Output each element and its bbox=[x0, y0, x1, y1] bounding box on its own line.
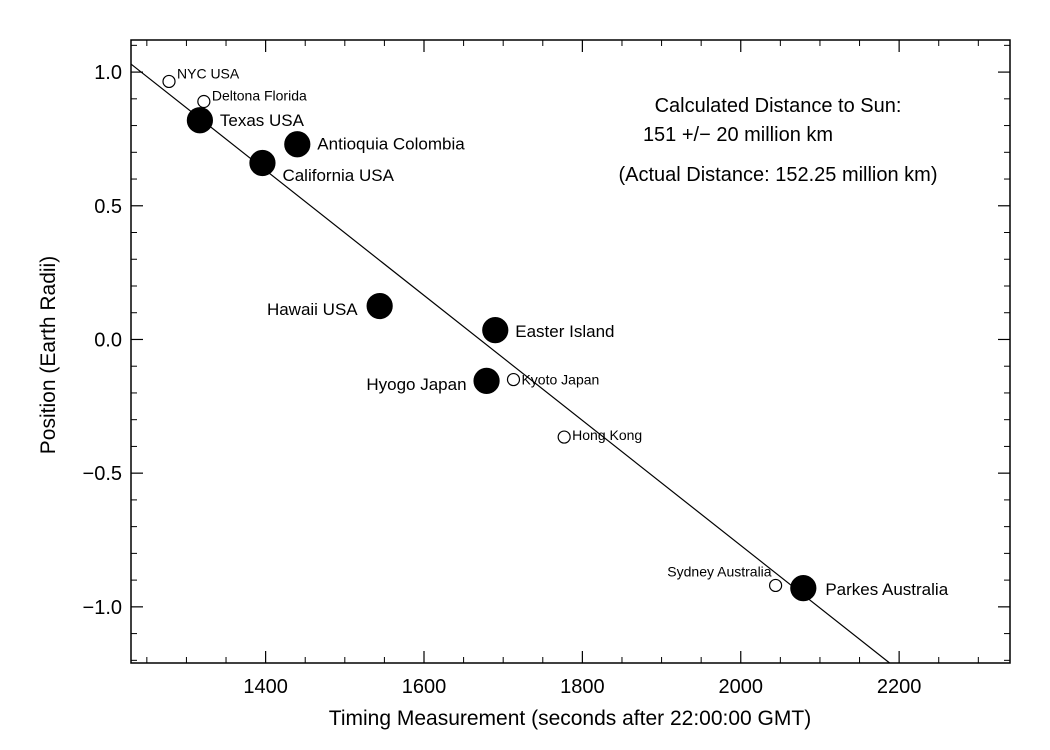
point-label: Hong Kong bbox=[572, 427, 642, 443]
point-label: Hyogo Japan bbox=[366, 375, 466, 394]
open-point bbox=[162, 74, 176, 89]
point-labels: NYC USA Deltona Florida Texas USA Antioquia… bbox=[177, 65, 949, 599]
y-tick-label: −1.0 bbox=[83, 597, 122, 619]
annotation-actual: (Actual Distance: 152.25 million km) bbox=[618, 164, 937, 186]
filled-point bbox=[790, 575, 817, 602]
filled-point bbox=[186, 107, 213, 134]
open-point bbox=[197, 94, 211, 109]
x-tick-label: 2000 bbox=[719, 676, 764, 698]
y-tick-label: 0.5 bbox=[94, 196, 122, 218]
annotation-title: Calculated Distance to Sun: bbox=[655, 95, 902, 117]
point-label: Antioquia Colombia bbox=[317, 134, 465, 153]
point-label: Easter Island bbox=[515, 322, 614, 341]
point-label: Parkes Australia bbox=[825, 580, 948, 599]
point-label: Hawaii USA bbox=[267, 300, 358, 319]
axis-ticks bbox=[131, 40, 1010, 663]
filled-point bbox=[482, 317, 509, 344]
point-label: Texas USA bbox=[220, 111, 305, 130]
point-label: Sydney Australia bbox=[667, 563, 771, 579]
y-tick-label: 0.0 bbox=[94, 329, 122, 351]
filled-point bbox=[473, 367, 500, 395]
point-label: California USA bbox=[282, 166, 394, 185]
open-point bbox=[506, 372, 521, 387]
x-tick-label: 2200 bbox=[877, 676, 922, 698]
filled-point bbox=[249, 149, 276, 177]
y-tick-label: −0.5 bbox=[83, 463, 122, 485]
x-tick-label: 1800 bbox=[560, 676, 605, 698]
y-tick-label: 1.0 bbox=[94, 62, 122, 84]
annotation-distance: 151 +/− 20 million km bbox=[643, 124, 833, 146]
x-tick-label: 1600 bbox=[402, 676, 447, 698]
filled-point bbox=[284, 131, 311, 158]
open-point bbox=[557, 430, 571, 444]
plot-frame bbox=[130, 39, 1011, 664]
fit-line-group bbox=[130, 63, 891, 664]
open-point bbox=[768, 578, 783, 593]
point-label: Kyoto Japan bbox=[521, 372, 599, 388]
filled-point bbox=[366, 292, 393, 320]
x-tick-label: 1400 bbox=[243, 676, 288, 698]
x-axis-title: Timing Measurement (seconds after 22:00:… bbox=[329, 707, 811, 730]
point-label: Deltona Florida bbox=[212, 87, 307, 103]
tick-labels: 1400 1600 1800 2000 2200 1.0 0.5 0.0 −0.5 −1.0 bbox=[83, 62, 922, 698]
data-points bbox=[162, 74, 817, 602]
y-axis-title: Position (Earth Radii) bbox=[37, 256, 60, 454]
fit-line bbox=[130, 63, 891, 664]
point-label: NYC USA bbox=[177, 65, 240, 81]
